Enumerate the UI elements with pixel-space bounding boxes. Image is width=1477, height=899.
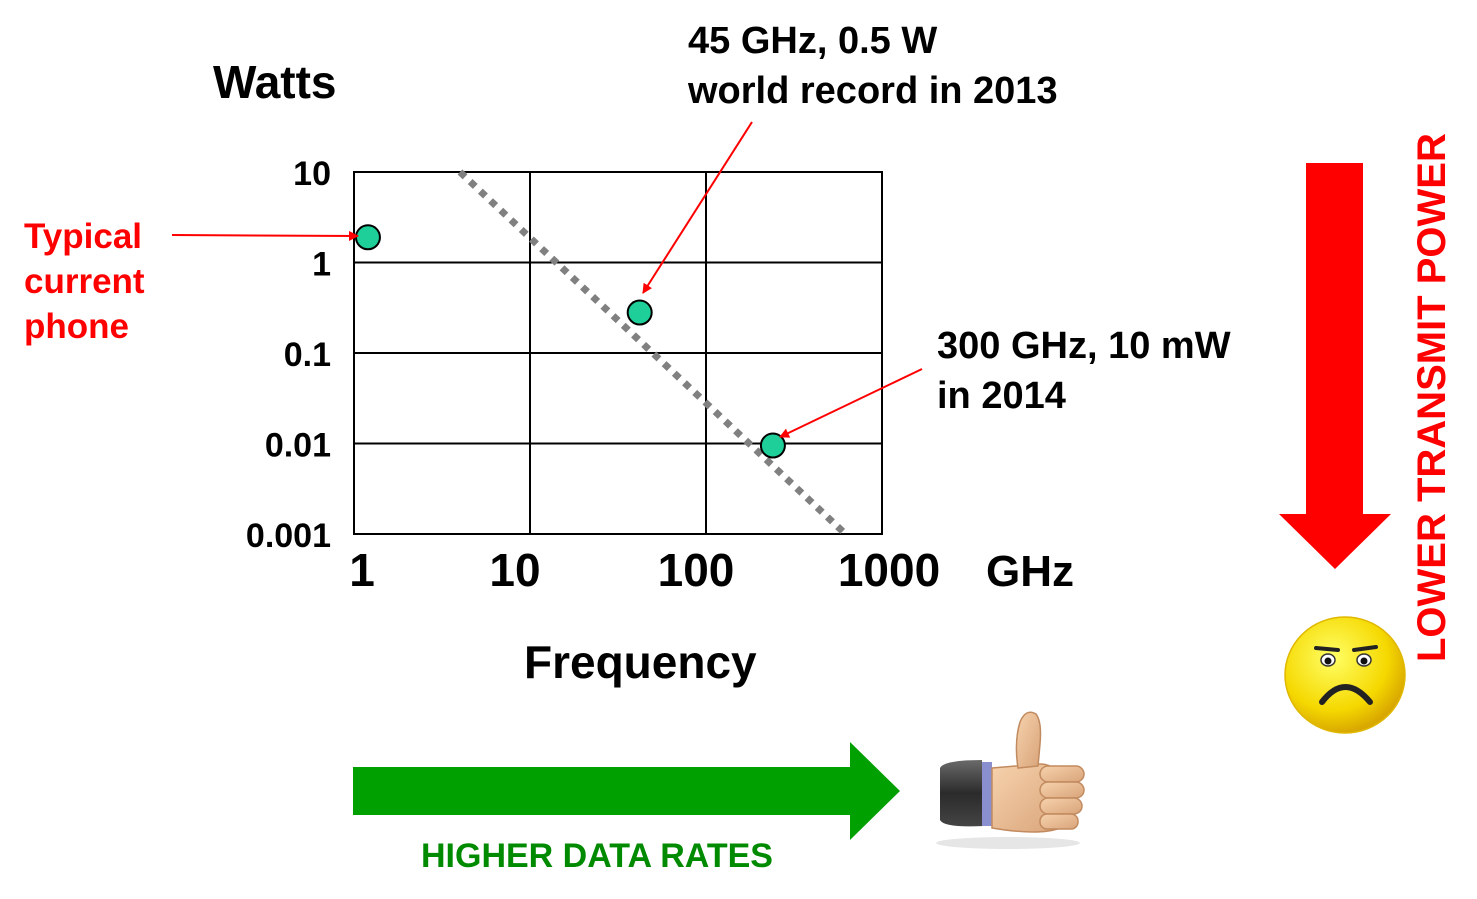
annotation-phone-line-3: phone <box>24 307 129 346</box>
annotation-phone-line-1: Typical <box>24 217 142 256</box>
higher-data-rates-arrow <box>353 742 900 840</box>
y-tick-labels: 10 1 0.1 0.01 0.001 <box>246 155 331 555</box>
y-tick-label: 0.1 <box>284 336 331 374</box>
y-tick-label: 0.001 <box>246 517 331 555</box>
x-tick-label: 10 <box>489 544 540 596</box>
y-tick-label: 1 <box>312 246 331 284</box>
annotation-300ghz-line-1: 300 GHz, 10 mW <box>937 325 1231 367</box>
x-tick-label: 100 <box>658 544 735 596</box>
frown-emoji-icon <box>1284 616 1406 734</box>
x-axis-unit: GHz <box>986 547 1074 596</box>
lower-power-label: LOWER TRANSMIT POWER <box>1410 133 1454 662</box>
thumbs-up-icon <box>936 711 1085 849</box>
annotation-phone-line-2: current <box>24 262 145 301</box>
plot-frame <box>353 171 883 535</box>
y-tick-label: 0.01 <box>265 427 331 465</box>
annotation-45ghz-line-2: world record in 2013 <box>687 70 1058 112</box>
data-point <box>626 299 653 326</box>
higher-data-rates-label: HIGHER DATA RATES <box>421 837 773 875</box>
svg-text:300 GHz, 10 mW in 2014: 300 GHz, 10 mW in 2014 <box>937 325 1241 417</box>
svg-text:Typical current phone: Typical current phone <box>24 217 154 346</box>
x-tick-label: 1 <box>349 544 375 596</box>
annotation-45ghz-arrow <box>642 121 753 294</box>
annotation-300ghz-line-2: in 2014 <box>937 375 1066 417</box>
y-tick-label: 10 <box>293 155 331 193</box>
data-point <box>759 432 786 459</box>
annotation-300ghz-arrow <box>779 368 923 438</box>
lower-power-arrow <box>1279 163 1391 569</box>
plot-grid <box>354 172 882 534</box>
annotation-phone-arrow <box>171 230 359 241</box>
annotation-45ghz-line-1: 45 GHz, 0.5 W <box>688 20 937 62</box>
svg-text:45 GHz, 0.5 W world record: 45 GHz, 0.5 W world record in 2013 <box>687 20 1058 112</box>
x-tick-labels: 1 10 100 1000 <box>349 544 940 596</box>
x-tick-label: 1000 <box>838 544 940 596</box>
trend-line <box>457 169 848 537</box>
data-point <box>354 224 381 251</box>
x-axis-title: Frequency <box>524 636 757 688</box>
y-axis-title: Watts <box>213 56 337 108</box>
